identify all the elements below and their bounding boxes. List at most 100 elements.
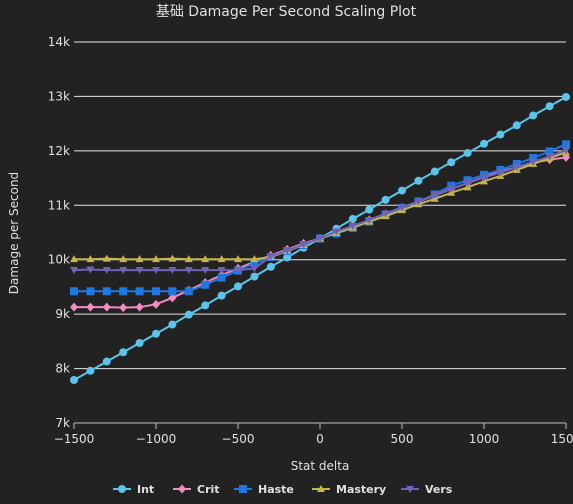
data-point-haste: [217, 273, 226, 282]
data-point-mastery: [168, 254, 177, 262]
data-point-mastery: [217, 255, 226, 263]
data-point-vers: [430, 191, 439, 199]
data-point-int: [562, 92, 570, 101]
y-tick-label: 13k: [48, 89, 70, 103]
legend-item-haste[interactable]: Haste: [234, 483, 294, 496]
data-point-mastery: [70, 255, 78, 263]
data-point-vers: [496, 169, 505, 177]
data-point-vers: [217, 267, 226, 275]
y-axis-label: Damage per Second: [7, 172, 21, 294]
data-point-vers: [463, 179, 472, 187]
x-tick-label: 1500: [551, 432, 573, 446]
data-point-crit: [152, 299, 160, 309]
legend-label-haste: Haste: [258, 483, 294, 496]
data-point-int: [348, 214, 357, 223]
data-point-vers: [135, 267, 144, 275]
axes: 7k 8k 9k 10k 11k 12k 13k 14k −1500 −1000 −500 0 500 1…: [48, 35, 573, 446]
data-point-vers: [332, 228, 341, 236]
data-point-int: [365, 205, 374, 214]
legend-item-mastery[interactable]: Mastery: [312, 483, 386, 496]
data-point-crit: [135, 302, 144, 312]
data-point-vers: [447, 185, 456, 193]
data-point-vers: [152, 267, 160, 275]
data-point-int: [152, 329, 160, 338]
y-tick-label: 12k: [48, 144, 70, 158]
data-point-vers: [529, 158, 538, 166]
x-tick-label: 0: [316, 432, 324, 446]
data-point-haste: [70, 287, 78, 296]
data-point-vers: [398, 204, 406, 212]
data-point-int: [250, 272, 259, 281]
data-point-vers: [562, 147, 570, 155]
legend-marker-crit: [178, 484, 186, 494]
data-point-vers: [365, 216, 374, 224]
data-point-vers: [86, 266, 95, 274]
data-point-vers: [184, 267, 193, 275]
data-point-int: [496, 130, 505, 139]
y-tick-label: 10k: [48, 253, 70, 267]
y-tick-label: 7k: [55, 416, 70, 430]
data-point-haste: [168, 287, 177, 296]
data-point-vers: [414, 198, 423, 206]
data-point-int: [512, 121, 521, 130]
legend-item-crit[interactable]: Crit: [173, 483, 220, 496]
data-point-int: [447, 158, 456, 167]
data-point-haste: [447, 181, 456, 190]
data-point-mastery: [201, 255, 210, 263]
legend-marker-mastery: [317, 485, 325, 492]
data-point-vers: [70, 267, 78, 275]
data-point-haste: [135, 287, 144, 296]
legend-marker-vers: [406, 486, 414, 493]
legend-item-vers[interactable]: Vers: [401, 483, 453, 496]
data-point-int: [70, 376, 78, 385]
data-point-haste: [184, 287, 193, 296]
data-point-crit: [168, 293, 177, 303]
data-point-int: [168, 320, 177, 329]
data-point-int: [480, 139, 488, 148]
data-point-int: [381, 195, 390, 204]
data-point-int: [217, 291, 226, 300]
data-point-vers: [381, 210, 390, 218]
x-tick-label: −1000: [136, 432, 177, 446]
data-point-vers: [348, 222, 357, 230]
data-point-int: [398, 186, 406, 195]
legend-label-crit: Crit: [197, 483, 220, 496]
data-point-vers: [201, 267, 210, 275]
data-point-crit: [102, 302, 111, 312]
legend-marker-int: [118, 485, 126, 493]
data-point-mastery: [184, 255, 193, 263]
data-point-int: [414, 176, 423, 185]
data-point-mastery: [152, 255, 160, 263]
data-point-mastery: [86, 255, 95, 263]
y-tick-label: 11k: [48, 198, 70, 212]
data-point-int: [463, 149, 472, 158]
data-point-vers: [119, 267, 128, 275]
legend-label-vers: Vers: [425, 483, 453, 496]
data-point-haste: [152, 287, 160, 296]
data-point-vers: [299, 241, 308, 249]
data-point-int: [266, 262, 275, 271]
data-point-int: [283, 253, 292, 262]
data-point-vers: [480, 174, 488, 182]
data-point-vers: [250, 265, 259, 273]
data-point-haste: [201, 280, 210, 289]
legend-marker-haste: [239, 485, 247, 493]
x-tick-label: 1000: [469, 432, 500, 446]
data-point-int: [102, 357, 111, 366]
x-tick-label: 500: [391, 432, 414, 446]
data-point-crit: [119, 303, 128, 313]
y-tick-label: 9k: [55, 307, 70, 321]
series-group: [70, 92, 570, 385]
legend-label-mastery: Mastery: [336, 483, 386, 496]
data-point-int: [86, 366, 95, 375]
data-point-vers: [266, 253, 275, 261]
data-point-int: [201, 301, 210, 310]
legend-item-int[interactable]: Int: [113, 483, 154, 496]
legend-label-int: Int: [137, 483, 154, 496]
data-point-int: [234, 282, 242, 291]
x-tick-label: −500: [222, 432, 255, 446]
data-point-mastery: [135, 255, 144, 263]
data-point-haste: [119, 287, 128, 296]
